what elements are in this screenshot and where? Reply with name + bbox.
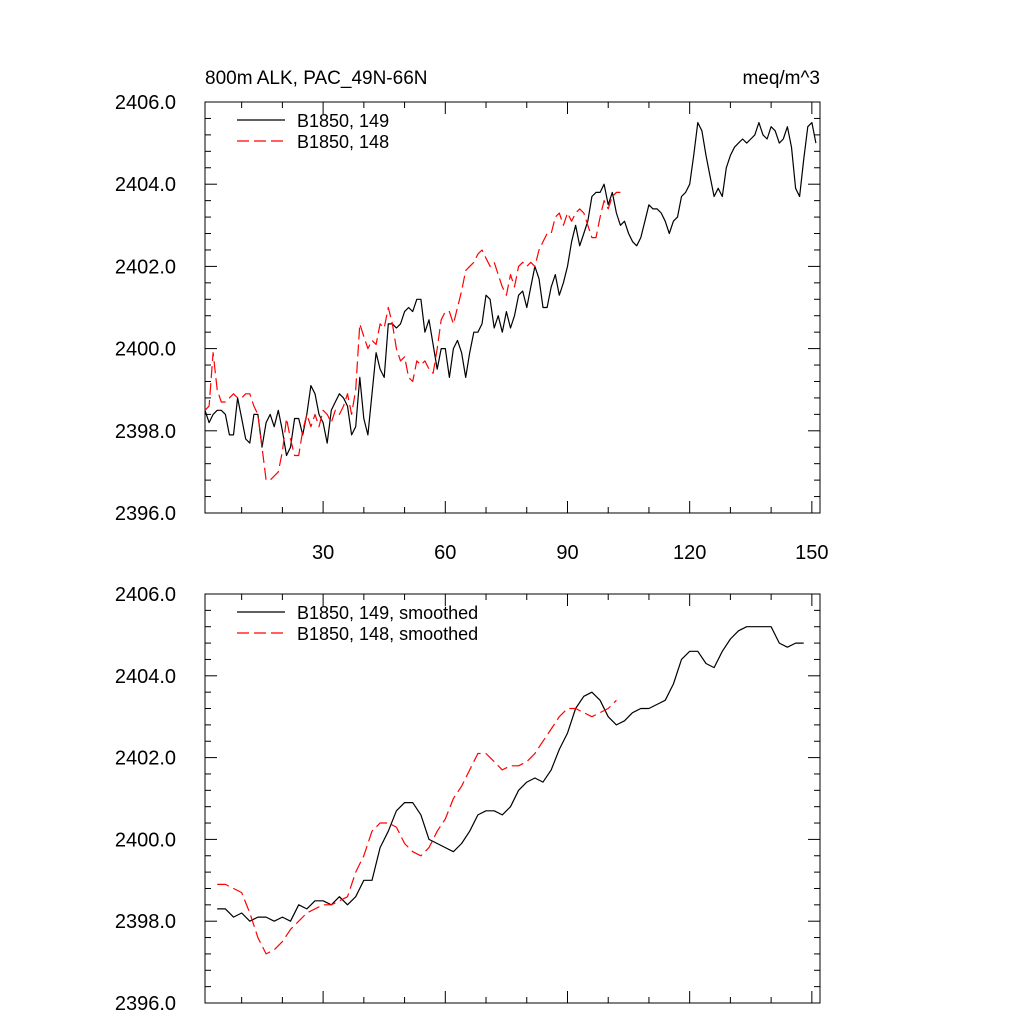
y-tick-label: 2398.0: [115, 421, 176, 443]
y-tick-label: 2396.0: [115, 503, 176, 525]
y-tick-label: 2398.0: [115, 911, 176, 933]
series-line-1: [204, 191, 621, 481]
plot-frame: [204, 101, 821, 514]
chart-panel-top: 30 60 90 120 150 2396.0 2398.0 2400.0 2402.0 2404…: [115, 68, 829, 564]
y-tick-label: 2406.0: [115, 584, 176, 606]
y-tick-label: 2404.0: [115, 666, 176, 688]
x-tick-label: 120: [673, 542, 706, 564]
y-tick-label: 2400.0: [115, 829, 176, 851]
legend-label-1: B1850, 148: [297, 132, 389, 152]
chart-panel-bottom: 2396.0 2398.0 2400.0 2402.0 2404.0 2406.0 B185…: [115, 584, 821, 1015]
x-tick-label: 90: [556, 542, 578, 564]
x-tick-label: 30: [312, 542, 334, 564]
legend-label-0: B1850, 149: [297, 111, 389, 131]
units-label: meq/m^3: [742, 68, 820, 89]
legend-label-0: B1850, 149, smoothed: [297, 603, 478, 623]
series-line-0: [217, 626, 804, 922]
y-tick-label: 2402.0: [115, 256, 176, 278]
series-line-0: [204, 121, 817, 457]
legend-label-1: B1850, 148, smoothed: [297, 624, 478, 644]
series-line-1: [217, 699, 617, 955]
y-tick-label: 2402.0: [115, 748, 176, 770]
plot-frame: [204, 593, 821, 1004]
chart-title: 800m ALK, PAC_49N-66N: [205, 68, 428, 89]
x-tick-label: 60: [434, 542, 456, 564]
y-tick-label: 2406.0: [115, 92, 176, 114]
y-tick-label: 2400.0: [115, 339, 176, 361]
x-tick-label: 150: [795, 542, 828, 564]
y-tick-label: 2396.0: [115, 993, 176, 1015]
y-tick-label: 2404.0: [115, 174, 176, 196]
